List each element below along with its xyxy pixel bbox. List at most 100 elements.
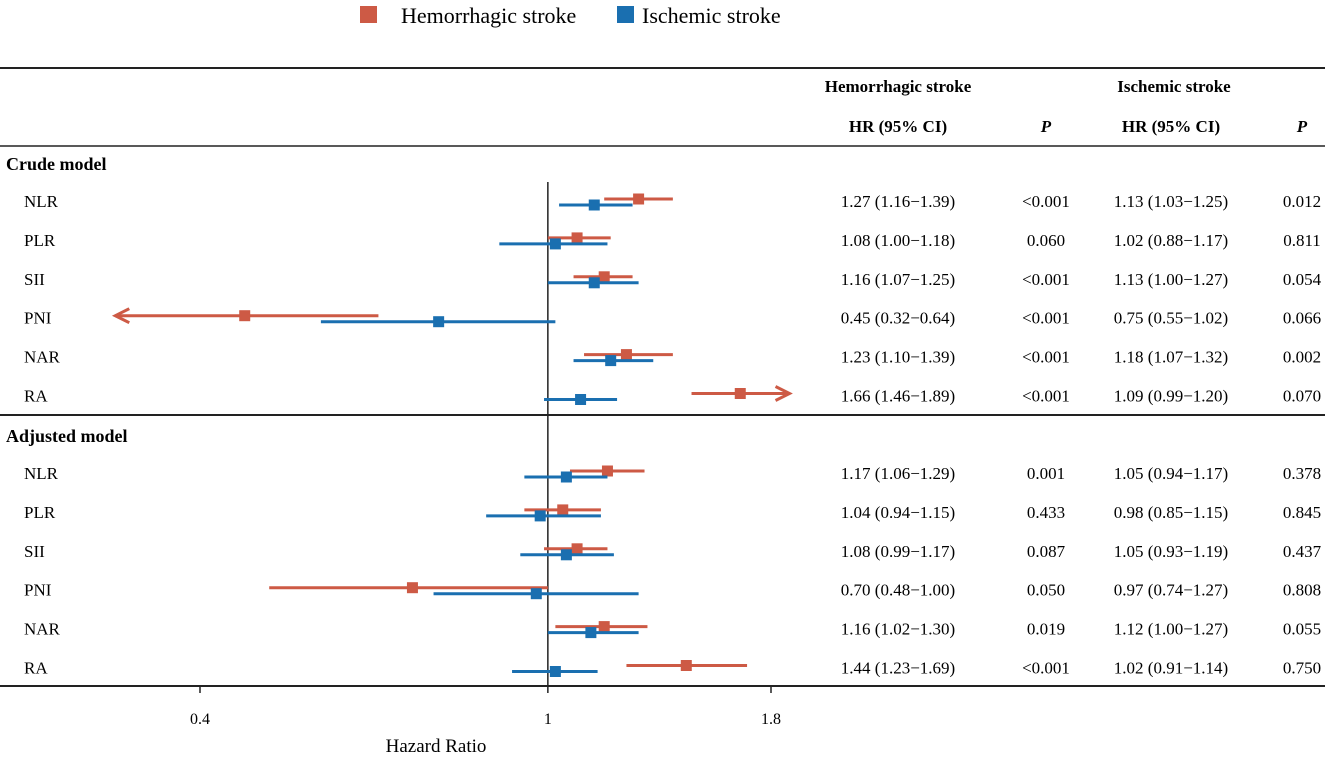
point-hemorrhagic: [620, 349, 632, 361]
point-ischemic: [433, 316, 445, 328]
ci-arrow-left-hemorrhagic: [111, 307, 130, 325]
table-row: PNI 0.70 (0.48−1.00) 0.050 0.97 (0.74−1.27)…: [24, 581, 1321, 600]
row-label: PLR: [24, 231, 56, 250]
hr-ci-ischemic: 1.05 (0.94−1.17): [1114, 464, 1228, 483]
p-value-ischemic: 0.070: [1283, 387, 1321, 406]
hr-ci-hemorrhagic: 1.04 (0.94−1.15): [841, 503, 955, 522]
legend-label-ischemic: Ischemic stroke: [642, 3, 781, 28]
p-value-hemorrhagic: 0.087: [1027, 542, 1066, 561]
hr-ci-hemorrhagic: 1.17 (1.06−1.29): [841, 464, 955, 483]
row-label: PNI: [24, 581, 52, 600]
table-row: RA 1.66 (1.46−1.89) <0.001 1.09 (0.99−1.20)…: [24, 385, 1321, 406]
table-row: NAR 1.23 (1.10−1.39) <0.001 1.18 (1.07−1.32…: [24, 348, 1321, 367]
hr-ci-ischemic: 1.02 (0.91−1.14): [1114, 659, 1228, 678]
point-hemorrhagic: [680, 660, 692, 671]
point-hemorrhagic: [601, 465, 613, 477]
row-label: NLR: [24, 192, 59, 211]
p-value-hemorrhagic: <0.001: [1022, 309, 1070, 328]
hr-ci-hemorrhagic: 1.27 (1.16−1.39): [841, 192, 955, 211]
header-p-hemorrhagic: P: [1040, 117, 1052, 136]
point-hemorrhagic: [598, 271, 610, 283]
p-value-ischemic: 0.845: [1283, 503, 1321, 522]
row-label: NLR: [24, 464, 59, 483]
table-row: RA 1.44 (1.23−1.69) <0.001 1.02 (0.91−1.14)…: [24, 659, 1321, 678]
p-value-hemorrhagic: 0.001: [1027, 464, 1065, 483]
p-value-ischemic: 0.378: [1283, 464, 1321, 483]
row-label: PNI: [24, 309, 52, 328]
p-value-hemorrhagic: 0.019: [1027, 620, 1065, 639]
p-value-hemorrhagic: <0.001: [1022, 348, 1070, 367]
hr-ci-hemorrhagic: 1.08 (0.99−1.17): [841, 542, 955, 561]
point-hemorrhagic: [406, 582, 418, 594]
hr-ci-hemorrhagic: 0.45 (0.32−0.64): [841, 309, 955, 328]
table-row: PLR 1.08 (1.00−1.18) 0.060 1.02 (0.88−1.17)…: [24, 231, 1321, 250]
header-group-hemorrhagic: Hemorrhagic stroke: [825, 77, 972, 96]
legend: Hemorrhagic stroke Ischemic stroke: [360, 3, 781, 28]
point-ischemic: [534, 510, 546, 522]
hr-ci-ischemic: 1.13 (1.00−1.27): [1114, 270, 1228, 289]
hr-ci-ischemic: 1.02 (0.88−1.17): [1114, 231, 1228, 250]
hr-ci-hemorrhagic: 1.16 (1.07−1.25): [841, 270, 955, 289]
hr-ci-ischemic: 1.18 (1.07−1.32): [1114, 348, 1228, 367]
p-value-ischemic: 0.055: [1283, 620, 1321, 639]
point-hemorrhagic: [734, 388, 746, 399]
p-value-hemorrhagic: 0.433: [1027, 503, 1065, 522]
header-hr-ischemic: HR (95% CI): [1122, 117, 1220, 136]
point-hemorrhagic: [239, 310, 251, 322]
point-hemorrhagic: [633, 193, 645, 205]
p-value-ischemic: 0.437: [1283, 542, 1322, 561]
table-row: NAR 1.16 (1.02−1.30) 0.019 1.12 (1.00−1.27)…: [24, 620, 1321, 639]
p-value-ischemic: 0.012: [1283, 192, 1321, 211]
hr-ci-hemorrhagic: 1.23 (1.10−1.39): [841, 348, 955, 367]
point-ischemic: [588, 199, 600, 211]
p-value-ischemic: 0.002: [1283, 348, 1321, 367]
p-value-hemorrhagic: <0.001: [1022, 270, 1070, 289]
p-value-hemorrhagic: 0.060: [1027, 231, 1065, 250]
point-ischemic: [530, 588, 542, 600]
section-title-crude: Crude model: [6, 154, 107, 174]
hr-ci-ischemic: 0.75 (0.55−1.02): [1114, 309, 1228, 328]
x-axis: Hazard Ratio 0.4 1 1.8: [190, 686, 781, 757]
row-label: PLR: [24, 503, 56, 522]
p-value-hemorrhagic: 0.050: [1027, 581, 1065, 600]
p-value-ischemic: 0.811: [1283, 231, 1321, 250]
hr-ci-hemorrhagic: 0.70 (0.48−1.00): [841, 581, 955, 600]
hr-ci-ischemic: 1.13 (1.03−1.25): [1114, 192, 1228, 211]
table-row: PLR 1.04 (0.94−1.15) 0.433 0.98 (0.85−1.15)…: [24, 503, 1321, 522]
point-ischemic: [560, 471, 572, 483]
row-label: NAR: [24, 620, 61, 639]
legend-swatch-hemorrhagic: [360, 6, 377, 23]
header-hr-hemorrhagic: HR (95% CI): [849, 117, 947, 136]
legend-label-hemorrhagic: Hemorrhagic stroke: [401, 3, 576, 28]
hr-ci-hemorrhagic: 1.16 (1.02−1.30): [841, 620, 955, 639]
p-value-hemorrhagic: <0.001: [1022, 192, 1070, 211]
x-tick-label: 1.8: [761, 711, 781, 728]
point-ischemic: [549, 238, 561, 250]
hr-ci-ischemic: 1.05 (0.93−1.19): [1114, 542, 1228, 561]
p-value-ischemic: 0.808: [1283, 581, 1321, 600]
table-row: PNI 0.45 (0.32−0.64) <0.001 0.75 (0.55−1.02…: [24, 307, 1321, 328]
header-p-ischemic: P: [1296, 117, 1308, 136]
row-label: RA: [24, 387, 48, 406]
point-hemorrhagic: [598, 621, 610, 633]
point-ischemic: [588, 277, 600, 289]
table-row: SII 1.08 (0.99−1.17) 0.087 1.05 (0.93−1.19)…: [24, 542, 1322, 561]
row-label: SII: [24, 270, 45, 289]
hr-ci-hemorrhagic: 1.08 (1.00−1.18): [841, 231, 955, 250]
point-hemorrhagic: [571, 543, 583, 555]
section-title-adjusted: Adjusted model: [6, 426, 128, 446]
point-ischemic: [560, 549, 572, 561]
x-axis-title: Hazard Ratio: [386, 736, 487, 757]
p-value-hemorrhagic: <0.001: [1022, 387, 1070, 406]
p-value-ischemic: 0.054: [1283, 270, 1322, 289]
hr-ci-ischemic: 0.97 (0.74−1.27): [1114, 581, 1228, 600]
rows: NLR 1.27 (1.16−1.39) <0.001 1.13 (1.03−1.25…: [24, 192, 1322, 678]
point-hemorrhagic: [557, 504, 569, 516]
row-label: NAR: [24, 348, 61, 367]
table-row: SII 1.16 (1.07−1.25) <0.001 1.13 (1.00−1.27…: [24, 270, 1322, 289]
point-ischemic: [549, 666, 561, 677]
hr-ci-ischemic: 0.98 (0.85−1.15): [1114, 503, 1228, 522]
p-value-ischemic: 0.066: [1283, 309, 1321, 328]
column-headers: Hemorrhagic stroke Ischemic stroke HR (9…: [825, 77, 1308, 136]
